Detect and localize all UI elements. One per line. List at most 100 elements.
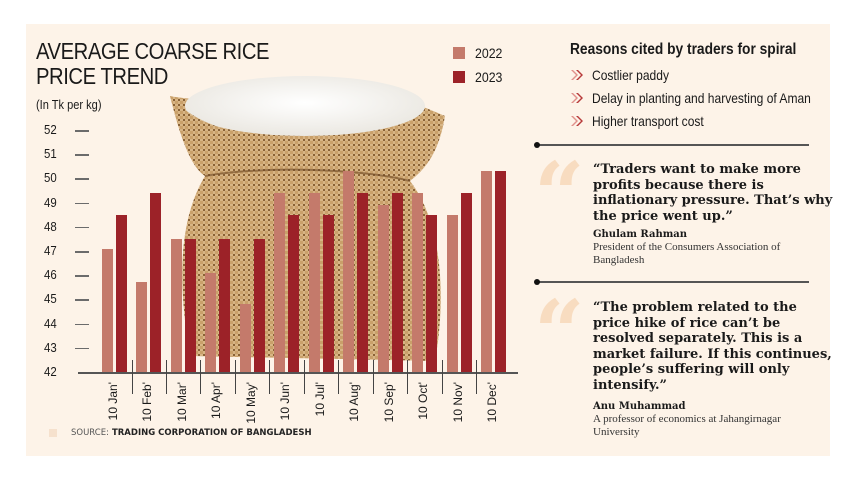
chart-title-line2: PRICE TREND — [36, 63, 168, 89]
bar-2023-9 — [426, 214, 438, 372]
y-tick-mark — [75, 323, 89, 326]
x-tick-label: 10 Dec' — [484, 382, 499, 423]
bar-2022-10 — [446, 214, 458, 372]
source-swatch — [49, 429, 57, 437]
y-tick-label: 48 — [44, 218, 57, 234]
x-tick-label: 10 Apr' — [209, 382, 224, 419]
x-axis-line — [78, 372, 518, 374]
y-tick-label: 43 — [44, 339, 57, 355]
bar-2023-11 — [494, 171, 506, 372]
bar-2022-8 — [377, 205, 389, 372]
x-tick-label: 10 Nov' — [450, 382, 465, 423]
bar-2022-3 — [205, 272, 217, 372]
y-tick-mark — [75, 347, 89, 350]
bar-2022-1 — [136, 282, 148, 372]
x-group-separator — [303, 360, 305, 394]
divider-dot — [534, 279, 540, 285]
legend-label-2022: 2022 — [475, 45, 503, 61]
x-group-separator — [338, 360, 340, 394]
chart-legend: 2022 2023 — [453, 41, 506, 89]
y-tick-label: 49 — [44, 194, 57, 210]
y-tick-mark — [75, 154, 89, 156]
bar-2023-2 — [184, 238, 196, 372]
bar-2022-6 — [308, 192, 320, 372]
y-tick-mark — [75, 226, 89, 229]
double-chevron-right-icon — [571, 93, 583, 103]
x-group-separator — [372, 360, 374, 394]
section-divider — [534, 279, 809, 285]
x-tick-label: 10 Sep' — [381, 382, 396, 423]
y-tick-mark — [75, 299, 89, 301]
x-group-separator — [407, 360, 409, 394]
x-tick-label: 10 Jan' — [106, 382, 120, 421]
bar-2023-6 — [322, 214, 334, 372]
bar-2023-7 — [357, 192, 369, 372]
legend-swatch-2022 — [453, 47, 465, 59]
rice-sack-illustration — [170, 76, 445, 361]
bar-2023-3 — [219, 238, 231, 372]
bar-2023-5 — [288, 214, 300, 372]
y-tick-label: 42 — [44, 364, 57, 379]
x-tick-label: 10 May' — [243, 382, 258, 424]
reason-item: Higher transport cost — [570, 113, 722, 129]
x-group-separator — [234, 360, 236, 394]
bar-2023-4 — [253, 238, 265, 372]
reason-item: Delay in planting and harvesting of Aman — [570, 90, 847, 106]
quote-author-name: Anu Muhammad — [593, 401, 686, 412]
x-tick-label: 10 Jul' — [312, 382, 327, 417]
y-tick-label: 52 — [44, 122, 57, 137]
y-tick-label: 51 — [44, 146, 57, 162]
y-tick-mark — [75, 178, 89, 180]
reason-text: Higher transport cost — [592, 113, 704, 129]
x-group-separator — [441, 360, 443, 394]
reasons-heading: Reasons cited by traders for spiral — [570, 41, 797, 58]
bar-2022-0 — [102, 248, 113, 372]
double-chevron-right-icon — [571, 116, 583, 126]
bar-2023-8 — [391, 192, 403, 372]
y-tick-mark — [75, 275, 89, 277]
quote-mark-icon: “ — [534, 142, 585, 246]
chart-title: AVERAGE COARSE RICE PRICE TREND — [36, 38, 270, 89]
quote-author-name: Ghulam Rahman — [593, 229, 688, 240]
y-tick-label: 44 — [44, 315, 57, 331]
x-tick-label: 10 Aug' — [347, 382, 362, 422]
legend-item-2022: 2022 — [453, 41, 506, 65]
bar-2022-4 — [239, 304, 251, 372]
bar-2022-2 — [170, 238, 182, 372]
x-group-separator — [165, 360, 167, 394]
y-tick-label: 50 — [44, 170, 57, 186]
y-tick-label: 46 — [44, 267, 57, 283]
quote-mark-icon: “ — [534, 280, 585, 384]
quote-text: “Traders want to make more profits becau… — [593, 162, 833, 224]
double-chevron-right-icon — [571, 70, 583, 80]
legend-label-2023: 2023 — [475, 69, 503, 85]
y-tick-mark — [75, 251, 89, 253]
x-tick-label: 10 Jun' — [278, 382, 293, 421]
bar-2023-1 — [150, 192, 162, 372]
x-tick-label: 10 Feb' — [140, 382, 155, 422]
reason-text: Costlier paddy — [592, 67, 669, 83]
x-group-separator — [269, 360, 271, 394]
legend-item-2023: 2023 — [453, 65, 506, 89]
x-tick-label: 10 Oct' — [416, 382, 431, 420]
divider-dot — [534, 142, 540, 148]
chart-title-line1: AVERAGE COARSE RICE — [36, 38, 270, 64]
section-divider — [534, 142, 809, 148]
legend-swatch-2023 — [453, 71, 465, 83]
x-group-separator — [476, 360, 477, 394]
bar-2023-0 — [116, 214, 127, 372]
chart-unit-label: (In Tk per kg) — [36, 97, 102, 112]
quote-author-role: A professor of economics at Jahangirnaga… — [593, 413, 781, 438]
quote-author-role: President of the Consumers Association o… — [593, 241, 781, 266]
quote-text: “The problem related to the price hike o… — [593, 300, 832, 393]
source-organization: TRADING CORPORATION OF BANGLADESH — [111, 428, 312, 438]
bar-2022-7 — [343, 171, 355, 372]
bar-2022-9 — [412, 192, 424, 372]
x-tick-label: 10 Mar' — [174, 382, 189, 422]
bar-2022-11 — [480, 171, 492, 372]
y-tick-mark — [75, 202, 89, 205]
y-tick-label: 47 — [44, 243, 57, 258]
bar-2022-5 — [274, 192, 286, 372]
source-note: SOURCE: TRADING CORPORATION OF BANGLADES… — [49, 428, 312, 438]
bar-2023-10 — [460, 192, 472, 372]
